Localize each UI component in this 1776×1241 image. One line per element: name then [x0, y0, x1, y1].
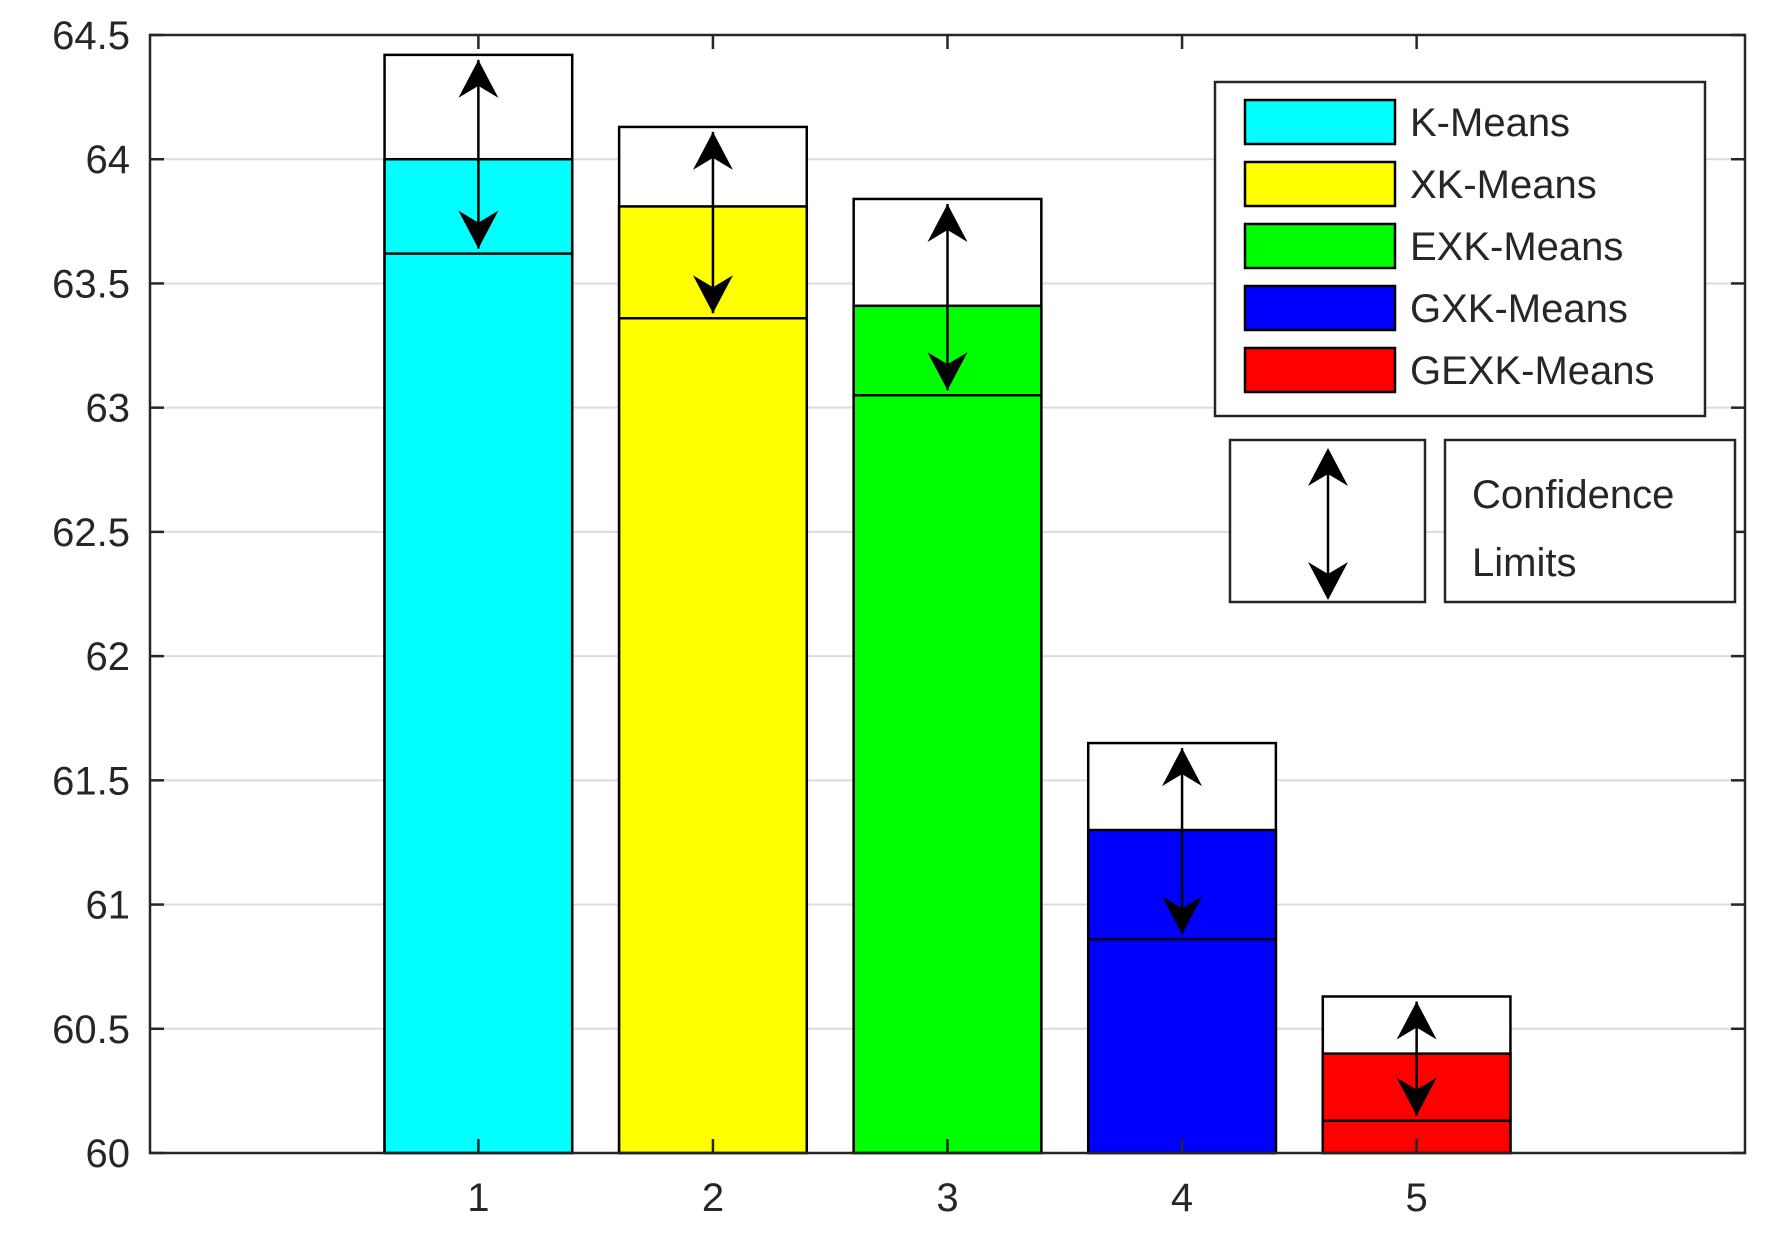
y-tick-label: 61.5	[52, 759, 130, 803]
legend-swatch	[1243, 160, 1397, 208]
legend-label: K-Means	[1410, 101, 1570, 145]
bar-group	[852, 197, 1043, 1155]
y-tick-label: 62	[86, 635, 131, 679]
arrow-head-up	[1396, 1001, 1437, 1040]
y-tick-label: 62.5	[52, 511, 130, 555]
legend-swatch	[1243, 222, 1397, 270]
y-tick-label: 64	[86, 138, 131, 182]
confidence-label-line1: Confidence	[1472, 473, 1674, 517]
bar-group	[1321, 995, 1512, 1155]
legend-swatch	[1243, 98, 1397, 146]
bar	[617, 205, 809, 1155]
x-tick-label: 3	[936, 1176, 958, 1220]
bar	[383, 157, 574, 1155]
bars	[383, 53, 1512, 1155]
double-arrow-icon	[1308, 448, 1348, 600]
arrow-head-down	[692, 275, 733, 314]
confidence-label-box	[1443, 438, 1737, 604]
y-tick-label: 64.5	[52, 14, 130, 58]
tick-labels: 60 60.5 61 61.5 62 62.5 63 63.5 64 64.5 1 2 3 4 5	[52, 14, 1745, 1220]
legend: K-Means XK-Means EXK-Means GXK-Means GEXK-Me…	[1213, 80, 1737, 604]
confidence-label-line2: Limits	[1472, 541, 1576, 585]
arrow-head-down	[927, 352, 968, 391]
legend-label: EXK-Means	[1410, 225, 1623, 269]
legend-label: GEXK-Means	[1410, 349, 1655, 393]
legend-entries: K-Means XK-Means EXK-Means GXK-Means GEXK-Me…	[1243, 98, 1655, 394]
legend-swatch	[1243, 346, 1397, 394]
y-tick-label: 63	[86, 387, 131, 431]
x-tick-label: 1	[467, 1176, 489, 1220]
arrow-head-up	[692, 131, 733, 170]
bar	[852, 304, 1043, 1155]
x-tick-label: 4	[1171, 1176, 1193, 1220]
arrow-head-down	[1162, 896, 1203, 935]
arrow-head-up	[927, 203, 968, 242]
bar-group	[617, 125, 809, 1155]
x-tick-label: 2	[702, 1176, 724, 1220]
y-tick-label: 61	[86, 884, 131, 928]
legend-label: GXK-Means	[1410, 287, 1628, 331]
y-tick-label: 60.5	[52, 1008, 130, 1052]
bar-group	[1086, 741, 1278, 1155]
arrow-head-up	[458, 59, 499, 98]
y-tick-label: 60	[86, 1132, 131, 1176]
legend-swatch	[1243, 284, 1397, 332]
y-tick-label: 63.5	[52, 262, 130, 306]
bar-group	[383, 53, 574, 1155]
arrow-head-up	[1308, 448, 1348, 486]
arrow-head-down	[1308, 562, 1348, 600]
arrow-head-down	[458, 210, 499, 249]
x-tick-label: 5	[1405, 1176, 1427, 1220]
arrow-head-down	[1396, 1077, 1437, 1116]
legend-label: XK-Means	[1410, 163, 1597, 207]
arrow-head-up	[1162, 748, 1203, 787]
